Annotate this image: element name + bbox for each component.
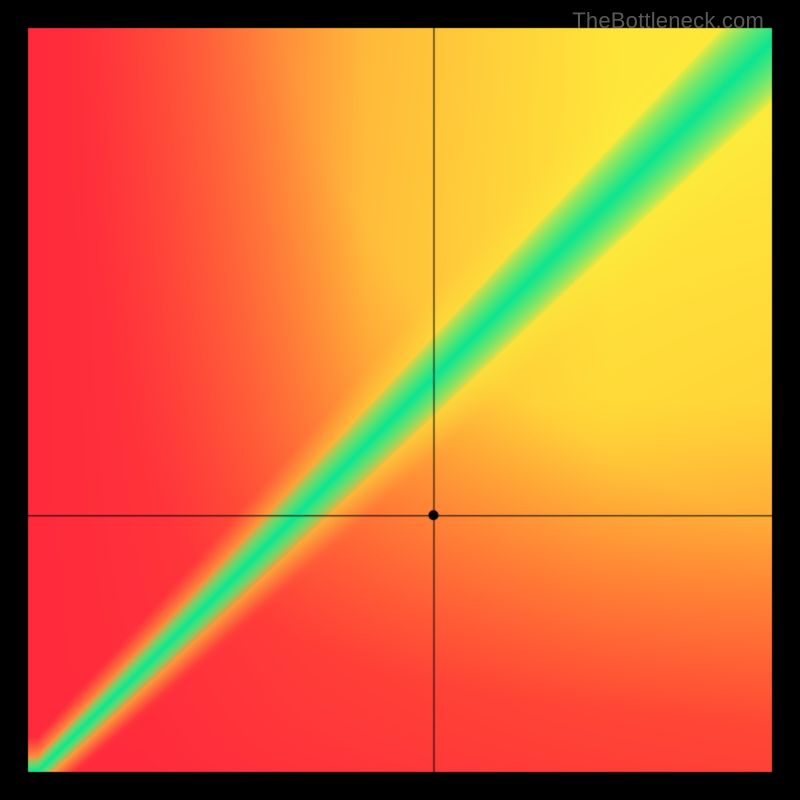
watermark-text: TheBottleneck.com [572,8,764,34]
chart-container: TheBottleneck.com [0,0,800,800]
heatmap-canvas [0,0,800,800]
